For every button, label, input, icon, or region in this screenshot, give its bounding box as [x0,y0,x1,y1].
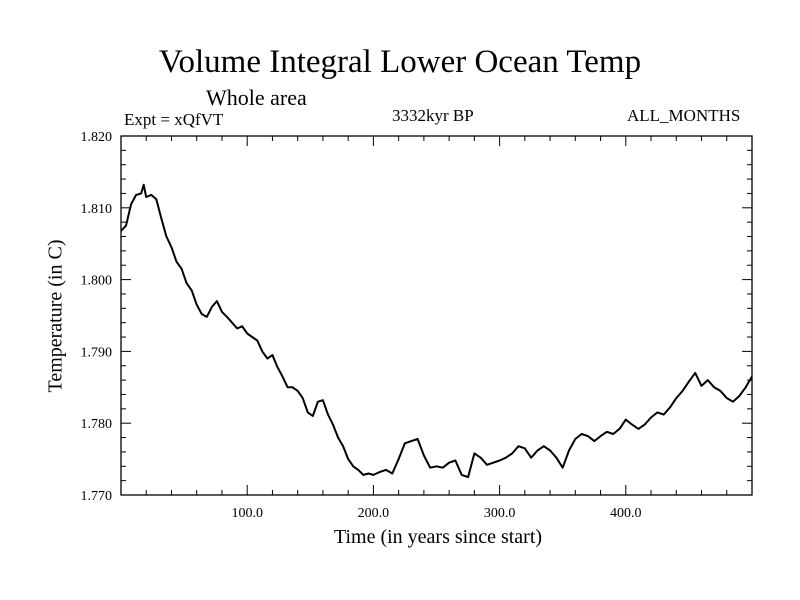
x-tick-label: 300.0 [484,506,516,521]
chart-title: Volume Integral Lower Ocean Temp [158,44,642,80]
y-tick-label: 1.790 [81,345,113,360]
period-label: 3332kyr BP [392,106,474,125]
tick-labels: 1.770 1.780 1.790 1.800 1.810 1.820 100.0 200.0… [81,130,642,521]
y-tick-label: 1.770 [81,489,113,504]
y-tick-label: 1.800 [81,274,113,289]
months-label: ALL_MONTHS [627,106,741,125]
y-tick-label: 1.820 [81,130,113,145]
x-axis-title: Time (in years since start) [333,526,543,548]
x-tick-label: 100.0 [231,506,263,521]
x-tick-label: 200.0 [358,506,390,521]
y-tick-label: 1.810 [81,202,113,217]
plot-area-frame [120,135,753,496]
axis-ticks [120,135,753,496]
y-tick-label: 1.780 [81,417,113,432]
chart-subtitle: Whole area [206,85,307,110]
experiment-label: Expt = xQfVT [124,110,224,129]
temperature-series-line [120,183,753,479]
x-tick-label: 400.0 [610,506,642,521]
